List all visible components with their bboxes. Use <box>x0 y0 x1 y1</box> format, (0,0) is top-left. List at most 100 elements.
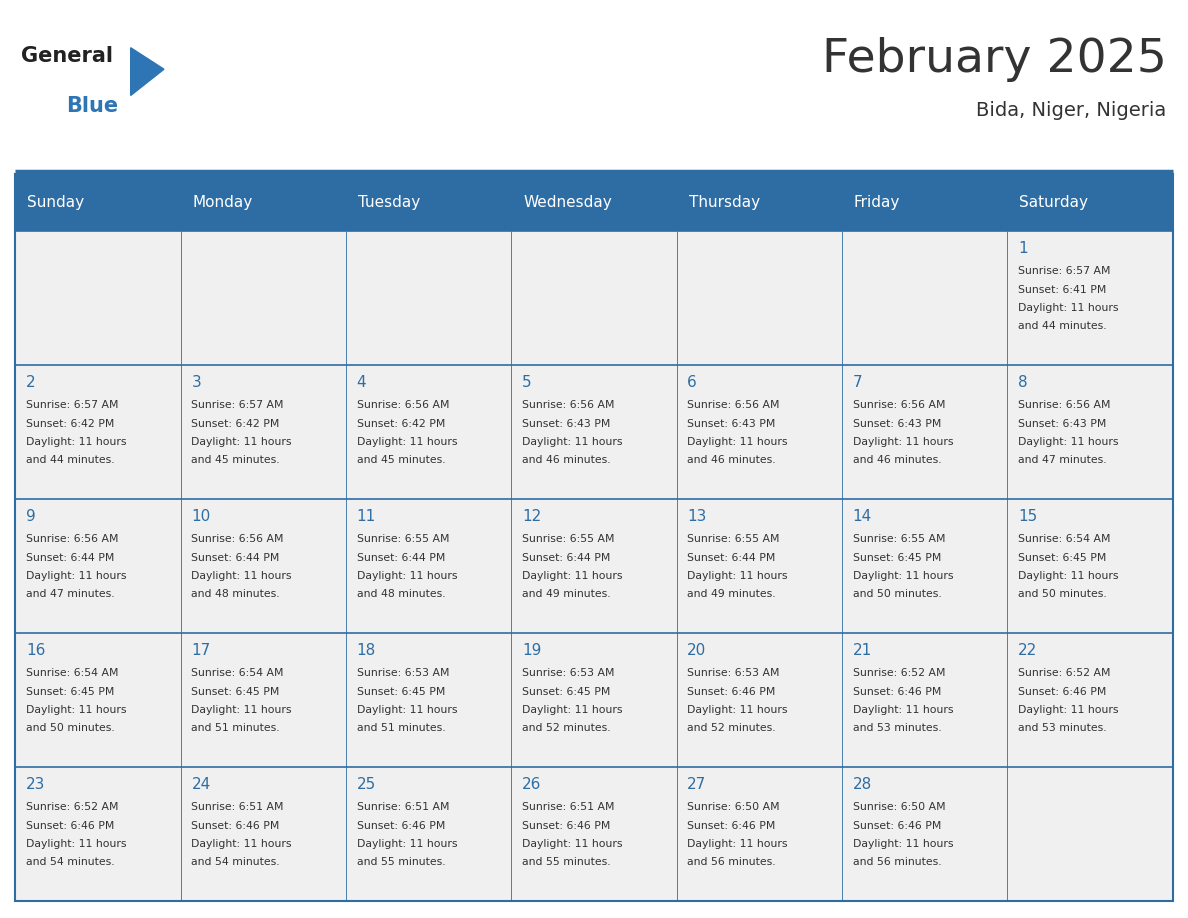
Bar <box>346 365 511 499</box>
Text: February 2025: February 2025 <box>822 37 1167 82</box>
Text: Sunset: 6:46 PM: Sunset: 6:46 PM <box>191 821 280 831</box>
Text: 6: 6 <box>688 375 697 389</box>
Text: Sunrise: 6:53 AM: Sunrise: 6:53 AM <box>356 668 449 678</box>
Text: Daylight: 11 hours: Daylight: 11 hours <box>1018 437 1118 447</box>
Text: Sunrise: 6:56 AM: Sunrise: 6:56 AM <box>26 534 119 544</box>
Text: 14: 14 <box>853 509 872 523</box>
Text: 28: 28 <box>853 777 872 791</box>
Bar <box>346 767 511 901</box>
Text: Sunrise: 6:55 AM: Sunrise: 6:55 AM <box>853 534 946 544</box>
Text: Sunset: 6:43 PM: Sunset: 6:43 PM <box>688 419 776 429</box>
Text: Thursday: Thursday <box>689 196 759 210</box>
Text: Sunrise: 6:55 AM: Sunrise: 6:55 AM <box>356 534 449 544</box>
Text: Daylight: 11 hours: Daylight: 11 hours <box>688 839 788 849</box>
Text: Saturday: Saturday <box>1019 196 1088 210</box>
Text: and 45 minutes.: and 45 minutes. <box>356 455 446 465</box>
Text: 16: 16 <box>26 643 45 657</box>
Text: and 50 minutes.: and 50 minutes. <box>853 589 941 599</box>
Text: Daylight: 11 hours: Daylight: 11 hours <box>356 839 457 849</box>
Text: and 49 minutes.: and 49 minutes. <box>688 589 776 599</box>
Text: and 46 minutes.: and 46 minutes. <box>853 455 941 465</box>
Text: Daylight: 11 hours: Daylight: 11 hours <box>191 571 292 581</box>
Text: 7: 7 <box>853 375 862 389</box>
Text: General: General <box>21 46 113 66</box>
Text: Sunrise: 6:51 AM: Sunrise: 6:51 AM <box>356 802 449 812</box>
Text: Daylight: 11 hours: Daylight: 11 hours <box>191 437 292 447</box>
Bar <box>677 231 842 365</box>
Text: Bida, Niger, Nigeria: Bida, Niger, Nigeria <box>977 101 1167 120</box>
Text: Sunrise: 6:52 AM: Sunrise: 6:52 AM <box>1018 668 1111 678</box>
Text: Sunrise: 6:52 AM: Sunrise: 6:52 AM <box>26 802 119 812</box>
Text: and 49 minutes.: and 49 minutes. <box>522 589 611 599</box>
Bar <box>677 365 842 499</box>
Text: Daylight: 11 hours: Daylight: 11 hours <box>853 437 953 447</box>
Text: 15: 15 <box>1018 509 1037 523</box>
Bar <box>346 633 511 767</box>
Text: Sunset: 6:46 PM: Sunset: 6:46 PM <box>688 821 776 831</box>
Text: 26: 26 <box>522 777 542 791</box>
Text: 27: 27 <box>688 777 707 791</box>
Text: Sunset: 6:46 PM: Sunset: 6:46 PM <box>853 821 941 831</box>
Text: Sunrise: 6:57 AM: Sunrise: 6:57 AM <box>26 400 119 410</box>
Text: Sunrise: 6:56 AM: Sunrise: 6:56 AM <box>853 400 946 410</box>
Text: Daylight: 11 hours: Daylight: 11 hours <box>356 571 457 581</box>
Text: and 45 minutes.: and 45 minutes. <box>191 455 280 465</box>
Bar <box>511 365 677 499</box>
Bar <box>1007 499 1173 633</box>
Text: Daylight: 11 hours: Daylight: 11 hours <box>1018 303 1118 313</box>
Text: 24: 24 <box>191 777 210 791</box>
Bar <box>842 767 1007 901</box>
Text: and 50 minutes.: and 50 minutes. <box>1018 589 1107 599</box>
Text: and 47 minutes.: and 47 minutes. <box>26 589 115 599</box>
Bar <box>346 231 511 365</box>
Text: Sunrise: 6:55 AM: Sunrise: 6:55 AM <box>522 534 614 544</box>
Text: 2: 2 <box>26 375 36 389</box>
Text: Sunset: 6:46 PM: Sunset: 6:46 PM <box>853 687 941 697</box>
Text: Sunrise: 6:57 AM: Sunrise: 6:57 AM <box>1018 266 1111 276</box>
Text: 11: 11 <box>356 509 375 523</box>
Bar <box>1007 365 1173 499</box>
Bar <box>181 767 346 901</box>
Text: Daylight: 11 hours: Daylight: 11 hours <box>26 437 127 447</box>
Bar <box>511 499 677 633</box>
Bar <box>677 767 842 901</box>
Bar <box>15 231 181 365</box>
Text: 21: 21 <box>853 643 872 657</box>
Text: Daylight: 11 hours: Daylight: 11 hours <box>26 839 127 849</box>
Text: Sunset: 6:42 PM: Sunset: 6:42 PM <box>191 419 280 429</box>
Text: Sunrise: 6:50 AM: Sunrise: 6:50 AM <box>853 802 946 812</box>
Text: and 52 minutes.: and 52 minutes. <box>522 723 611 733</box>
Text: Sunrise: 6:54 AM: Sunrise: 6:54 AM <box>191 668 284 678</box>
Text: 13: 13 <box>688 509 707 523</box>
Bar <box>15 767 181 901</box>
Text: Daylight: 11 hours: Daylight: 11 hours <box>1018 705 1118 715</box>
Text: 1: 1 <box>1018 241 1028 255</box>
Text: Daylight: 11 hours: Daylight: 11 hours <box>688 571 788 581</box>
Text: and 47 minutes.: and 47 minutes. <box>1018 455 1106 465</box>
Text: 4: 4 <box>356 375 366 389</box>
Text: and 53 minutes.: and 53 minutes. <box>1018 723 1106 733</box>
Text: and 52 minutes.: and 52 minutes. <box>688 723 776 733</box>
Text: Sunset: 6:45 PM: Sunset: 6:45 PM <box>1018 553 1106 563</box>
Text: Sunset: 6:46 PM: Sunset: 6:46 PM <box>1018 687 1106 697</box>
Text: Sunrise: 6:54 AM: Sunrise: 6:54 AM <box>1018 534 1111 544</box>
Text: Tuesday: Tuesday <box>358 196 421 210</box>
Bar <box>511 231 677 365</box>
Text: Monday: Monday <box>192 196 253 210</box>
Bar <box>181 365 346 499</box>
Text: Sunset: 6:46 PM: Sunset: 6:46 PM <box>356 821 446 831</box>
Text: Daylight: 11 hours: Daylight: 11 hours <box>853 839 953 849</box>
Bar <box>842 365 1007 499</box>
Text: Daylight: 11 hours: Daylight: 11 hours <box>522 571 623 581</box>
Text: and 56 minutes.: and 56 minutes. <box>853 857 941 868</box>
Bar <box>1007 231 1173 365</box>
Text: Daylight: 11 hours: Daylight: 11 hours <box>522 437 623 447</box>
Text: Sunset: 6:42 PM: Sunset: 6:42 PM <box>26 419 114 429</box>
Text: Sunrise: 6:55 AM: Sunrise: 6:55 AM <box>688 534 779 544</box>
Bar <box>15 633 181 767</box>
Text: 22: 22 <box>1018 643 1037 657</box>
Text: Sunset: 6:41 PM: Sunset: 6:41 PM <box>1018 285 1106 295</box>
Text: and 55 minutes.: and 55 minutes. <box>522 857 611 868</box>
Text: Sunrise: 6:56 AM: Sunrise: 6:56 AM <box>1018 400 1111 410</box>
Bar <box>346 499 511 633</box>
